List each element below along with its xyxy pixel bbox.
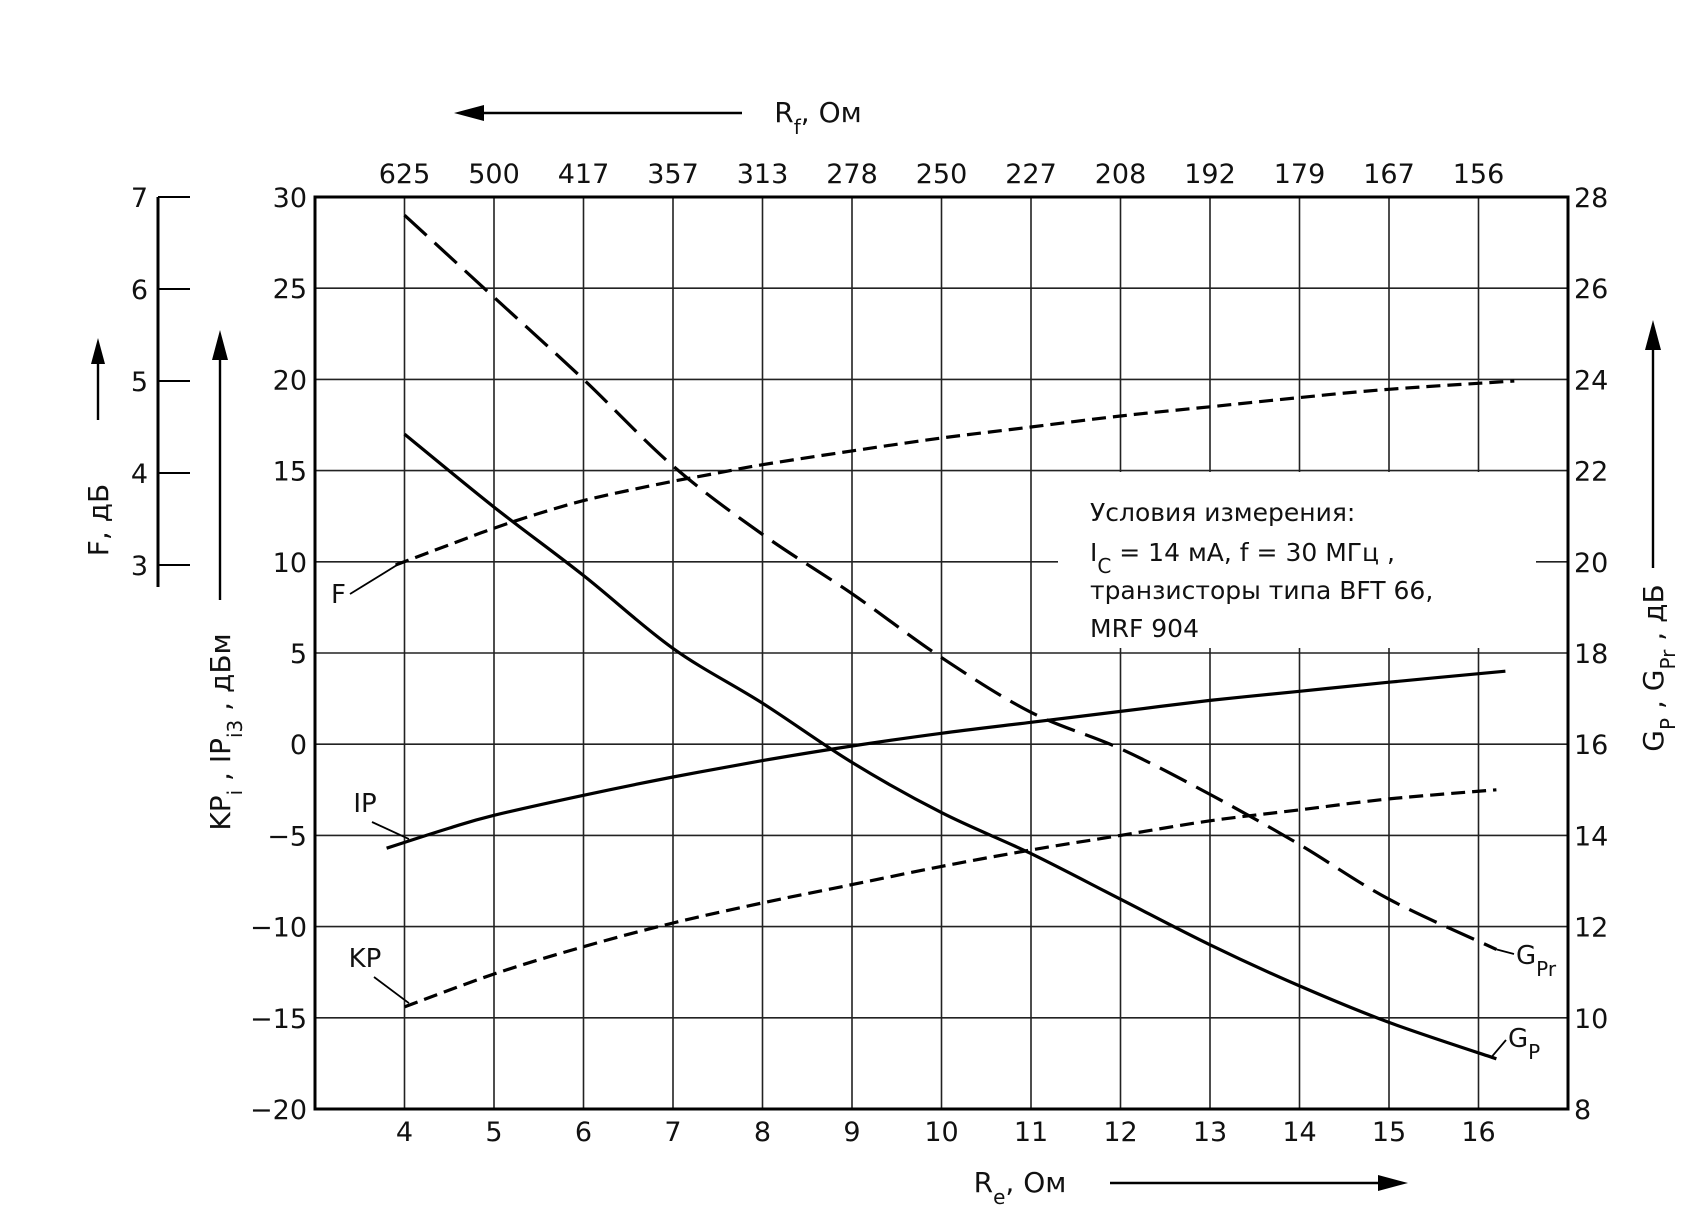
x-tick-label: 4 [396, 1117, 413, 1148]
x-tick-label: 11 [1014, 1117, 1048, 1148]
x2-axis-title: Rf, Ом [774, 96, 861, 139]
axis-titles: Re, Ом Rf, Ом KPi , IPi3 , дБм F, дБ GP , GP… [82, 96, 1680, 1209]
annotation-title: Условия измерения: [1090, 498, 1355, 527]
y-right-tick-label: 16 [1574, 730, 1608, 761]
y-right-tick-label: 28 [1574, 183, 1608, 214]
y-right-tick-label: 20 [1574, 548, 1608, 579]
y-left-tick-label: −20 [250, 1095, 307, 1126]
x-tick-label: 9 [843, 1117, 860, 1148]
y-left-axis-title: KPi , IPi3 , дБм [204, 633, 247, 830]
x2-tick-label: 313 [737, 159, 789, 190]
x-tick-label: 8 [754, 1117, 771, 1148]
x-tick-label: 6 [575, 1117, 592, 1148]
x2-tick-label: 278 [826, 159, 878, 190]
series-label: KP [349, 944, 382, 974]
series-label: GP [1508, 1024, 1540, 1064]
annotation-line: MRF 904 [1090, 614, 1199, 643]
x-tick-label: 5 [485, 1117, 502, 1148]
y-right-tick-label: 12 [1574, 913, 1608, 944]
annotation-background [1058, 472, 1536, 648]
y-right-tick-label: 18 [1574, 639, 1608, 670]
grid [315, 196, 1568, 1110]
x2-tick-label: 156 [1453, 159, 1505, 190]
f-axis-tick-label: 5 [131, 367, 148, 398]
x-tick-label: 10 [924, 1117, 958, 1148]
annotation-line: транзисторы типа BFT 66, [1090, 576, 1433, 605]
f-axis-tick-label: 3 [131, 551, 148, 582]
series-label-leader [349, 562, 401, 595]
plot-border [313, 195, 1570, 1111]
x2-tick-label: 417 [558, 159, 610, 190]
x2-axis-arrow-head [454, 105, 484, 121]
x2-tick-label: 500 [468, 159, 520, 190]
x-tick-label: 16 [1461, 1117, 1495, 1148]
annotation-box: Условия измерения: IC = 14 мА, f = 30 МГц… [1058, 472, 1536, 648]
x-tick-label: 13 [1193, 1117, 1227, 1148]
y-right-tick-label: 8 [1574, 1095, 1591, 1126]
y-left-tick-label: 15 [273, 457, 307, 488]
series-line-kp [403, 788, 1497, 1009]
f-axis-tick-label: 7 [131, 183, 148, 214]
y-left-tick-label: −15 [250, 1004, 307, 1035]
series-label: F [331, 580, 346, 610]
annotation-line: IC = 14 мА, f = 30 МГц , [1090, 538, 1395, 578]
series: F IP KP GP GPr [331, 214, 1557, 1064]
y-left-tick-label: 25 [273, 274, 307, 305]
y-right-tick-label: 14 [1574, 821, 1608, 852]
x2-tick-label: 208 [1095, 159, 1147, 190]
series-label-leader [371, 821, 410, 840]
series-label-leader [1496, 948, 1515, 955]
y-right-tick-label: 24 [1574, 365, 1608, 396]
f-axis-title: F, дБ [82, 484, 115, 556]
series-line-f [395, 379, 1515, 567]
series-line-ip [386, 669, 1506, 850]
y-left-tick-label: 30 [273, 183, 307, 214]
x-axis-arrow-head [1378, 1175, 1408, 1191]
y-left-tick-label: 5 [290, 639, 307, 670]
y-left-tick-label: −10 [250, 913, 307, 944]
y-left-tick-label: −5 [267, 821, 307, 852]
f-axis-tick-label: 4 [131, 459, 148, 490]
x-tick-label: 12 [1103, 1117, 1137, 1148]
x2-tick-label: 227 [1005, 159, 1057, 190]
x2-tick-label: 250 [916, 159, 968, 190]
f-axis-tick-label: 6 [131, 275, 148, 306]
y-right-tick-label: 22 [1574, 457, 1608, 488]
x-axis-title: Re, Ом [974, 1166, 1067, 1209]
y-right-axis-arrow-head [1645, 320, 1661, 350]
y-left-tick-label: 0 [290, 730, 307, 761]
x-tick-label: 7 [664, 1117, 681, 1148]
y-left-tick-label: 10 [273, 548, 307, 579]
x2-tick-label: 192 [1184, 159, 1236, 190]
y-right-axis-title: GP , GPr , дБ [1637, 584, 1680, 751]
x2-tick-label: 179 [1274, 159, 1326, 190]
y-left-tick-label: 20 [273, 365, 307, 396]
x2-tick-label: 357 [647, 159, 699, 190]
x-tick-label: 15 [1372, 1117, 1406, 1148]
y-right-tick-label: 10 [1574, 1004, 1608, 1035]
x-tick-label: 14 [1282, 1117, 1316, 1148]
series-label-leader [373, 976, 410, 1004]
series-label-leader [1491, 1039, 1507, 1058]
series-label: GPr [1516, 941, 1557, 981]
f-axis-arrow-head [91, 338, 105, 364]
x2-tick-label: 625 [379, 159, 431, 190]
series-label: IP [353, 789, 376, 819]
y-left-axis-arrow-head [212, 330, 228, 360]
y-right-tick-label: 26 [1574, 274, 1608, 305]
plot-frame [313, 195, 1570, 1111]
x2-tick-label: 167 [1363, 159, 1415, 190]
series-line-g-p [403, 432, 1497, 1061]
